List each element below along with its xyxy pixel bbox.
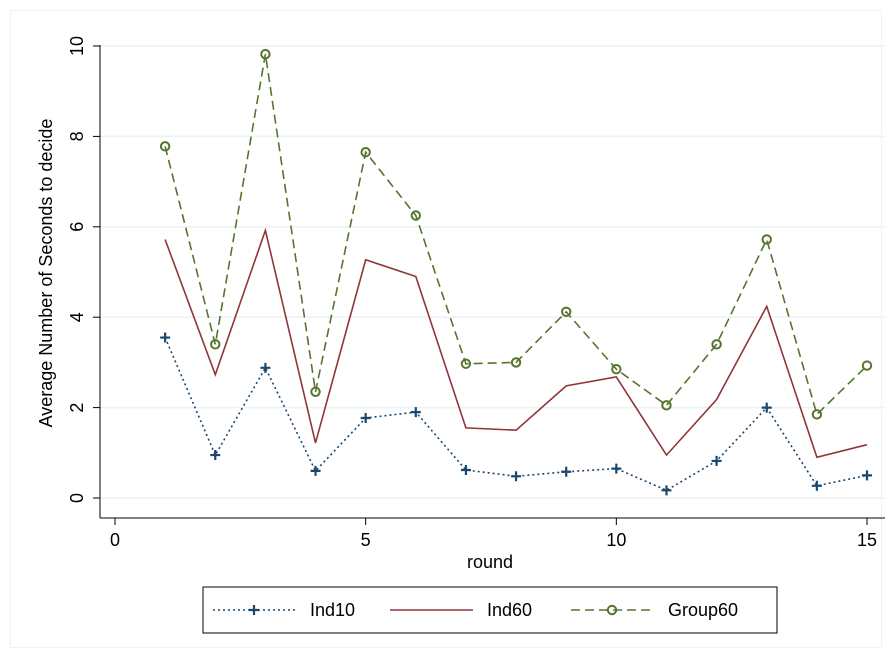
legend-marker-group60 <box>606 604 618 616</box>
data-point-ind10-11 <box>661 485 672 496</box>
x-axis-title: round <box>467 552 513 572</box>
data-point-group60-6 <box>410 210 421 221</box>
data-point-group60-12 <box>711 339 722 350</box>
data-point-group60-11 <box>661 400 672 411</box>
y-tick-label-8: 8 <box>67 131 87 141</box>
y-tick-label-0: 0 <box>67 493 87 503</box>
data-point-ind10-2 <box>210 450 221 461</box>
data-point-group60-13 <box>761 234 772 245</box>
data-point-ind10-1 <box>160 332 171 343</box>
data-point-ind10-15 <box>862 470 872 481</box>
data-point-ind10-9 <box>561 466 572 477</box>
legend: Ind10 Ind60 Group60 <box>202 586 778 634</box>
y-axis-title: Average Number of Seconds to decide <box>36 119 56 428</box>
data-point-group60-8 <box>510 357 522 368</box>
data-point-ind10-6 <box>410 407 421 418</box>
y-axis-ticks: 0 2 4 6 8 10 <box>67 36 100 503</box>
data-point-ind10-13 <box>761 402 772 413</box>
data-point-group60-4 <box>310 386 321 397</box>
data-point-group60-3 <box>260 48 271 60</box>
legend-items: Ind10 Ind60 Group60 <box>213 600 738 620</box>
y-tick-label-10: 10 <box>67 36 87 56</box>
x-tick-label-10: 10 <box>606 530 626 550</box>
data-point-ind10-14 <box>811 480 822 491</box>
legend-marker-ind10 <box>249 605 259 615</box>
data-point-group60-1 <box>159 141 171 152</box>
series-ind60 <box>164 227 868 459</box>
data-point-group60-10 <box>611 363 622 375</box>
y-tick-label-6: 6 <box>67 222 87 232</box>
legend-box <box>202 586 778 634</box>
legend-label-ind10: Ind10 <box>310 600 355 620</box>
x-tick-label-15: 15 <box>857 530 877 550</box>
series-layer <box>159 48 873 496</box>
chart-frame <box>10 10 882 648</box>
legend-label-ind60: Ind60 <box>487 600 532 620</box>
series-line-ind60 <box>164 227 868 459</box>
x-tick-label-0: 0 <box>110 530 120 550</box>
data-point-ind10-7 <box>460 464 471 475</box>
x-tick-label-5: 5 <box>361 530 371 550</box>
series-line-group60 <box>164 53 868 416</box>
series-ind10 <box>160 332 872 496</box>
data-point-ind10-10 <box>611 463 622 474</box>
y-tick-label-4: 4 <box>67 312 87 322</box>
legend-label-group60: Group60 <box>668 600 738 620</box>
data-point-group60-14 <box>811 409 823 420</box>
data-point-ind10-5 <box>360 412 371 423</box>
data-point-ind10-12 <box>711 455 722 466</box>
data-point-ind10-4 <box>310 465 321 476</box>
grid-lines <box>100 45 885 499</box>
data-point-group60-7 <box>460 358 472 369</box>
data-point-group60-15 <box>861 360 873 371</box>
series-line-ind10 <box>164 337 868 492</box>
x-axis-ticks: 0 5 10 15 <box>110 518 877 550</box>
data-point-group60-2 <box>210 339 221 350</box>
data-point-ind10-3 <box>260 362 271 373</box>
data-point-ind10-8 <box>511 471 522 482</box>
data-point-group60-5 <box>360 147 371 158</box>
data-point-group60-9 <box>561 306 572 317</box>
series-group60 <box>159 48 873 420</box>
y-tick-label-2: 2 <box>67 403 87 413</box>
